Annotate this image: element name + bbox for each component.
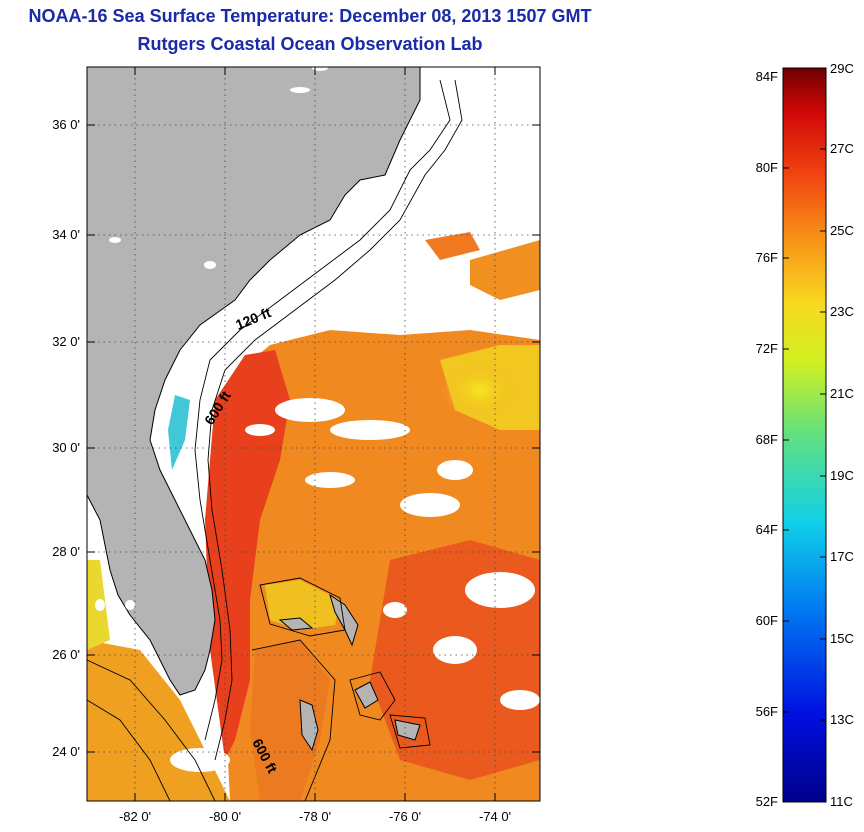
land-us-mainland (87, 67, 421, 696)
map-title: NOAA-16 Sea Surface Temperature: Decembe… (28, 6, 592, 26)
colorbar-c-23: 23C (830, 304, 854, 319)
colorbar-f-60: 60F (755, 613, 778, 628)
lat-label-28: 28 0' (52, 544, 80, 559)
colorbar-f-56: 56F (755, 704, 778, 719)
land-bahamas-small-2 (354, 681, 379, 709)
colorbar-f-76: 76F (755, 250, 778, 265)
colorbar-c-27: 27C (830, 141, 854, 156)
land-bahamas-abaco (329, 593, 359, 647)
cloud-gaps (170, 398, 540, 772)
colorbar-ticks (783, 148, 826, 721)
colorbar-c-21: 21C (830, 386, 854, 401)
sst-cyan-coast (168, 395, 190, 470)
lat-label-30: 30 0' (52, 440, 80, 455)
axis-ticks (87, 67, 540, 801)
sst-north-patch-2 (470, 240, 540, 300)
bathymetry-contours (87, 79, 463, 801)
lat-label-36: 36 0' (52, 117, 80, 132)
colorbar-c-25: 25C (830, 223, 854, 238)
colorbar-f-52: 52F (755, 794, 778, 809)
lat-label-26: 26 0' (52, 647, 80, 662)
sst-north-patch (425, 232, 480, 260)
lon-label-76: -76 0' (388, 809, 422, 824)
map-frame (86, 66, 541, 802)
colorbar (782, 67, 827, 803)
land-bahamas-andros (299, 699, 319, 752)
lon-label-78: -78 0' (298, 809, 332, 824)
colorbar-c-29: 29C (830, 61, 854, 76)
colorbar-f-84: 84F (755, 69, 778, 84)
colorbar-f-72: 72F (755, 341, 778, 356)
lon-label-82: -82 0' (118, 809, 152, 824)
colorbar-c-17: 17C (830, 549, 854, 564)
lon-label-74: -74 0' (478, 809, 512, 824)
sst-red-core (205, 350, 290, 760)
map-subtitle: Rutgers Coastal Ocean Observation Lab (137, 34, 483, 54)
graticule (87, 67, 540, 801)
lon-label-80: -80 0' (208, 809, 242, 824)
sst-yellow-spot (440, 362, 520, 418)
colorbar-c-11: 11C (830, 794, 853, 809)
lat-label-24: 24 0' (52, 744, 80, 759)
land-bahamas-small-3 (394, 719, 421, 741)
colorbar-f-68: 68F (755, 432, 778, 447)
sst-orange-south (250, 640, 330, 801)
colorbar-c-19: 19C (830, 468, 854, 483)
colorbar-f-80: 80F (755, 160, 778, 175)
lat-label-32: 32 0' (52, 334, 80, 349)
colorbar-f-64: 64F (755, 522, 778, 537)
inland-lakes (95, 67, 328, 611)
colorbar-c-13: 13C (830, 712, 854, 727)
colorbar-c-15: 15C (830, 631, 854, 646)
land-bahamas-small-1 (278, 617, 314, 631)
lat-label-34: 34 0' (52, 227, 80, 242)
sst-yellow-bank (265, 580, 340, 630)
